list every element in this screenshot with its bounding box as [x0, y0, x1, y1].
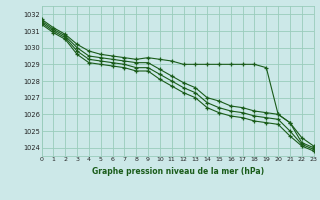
X-axis label: Graphe pression niveau de la mer (hPa): Graphe pression niveau de la mer (hPa) — [92, 167, 264, 176]
